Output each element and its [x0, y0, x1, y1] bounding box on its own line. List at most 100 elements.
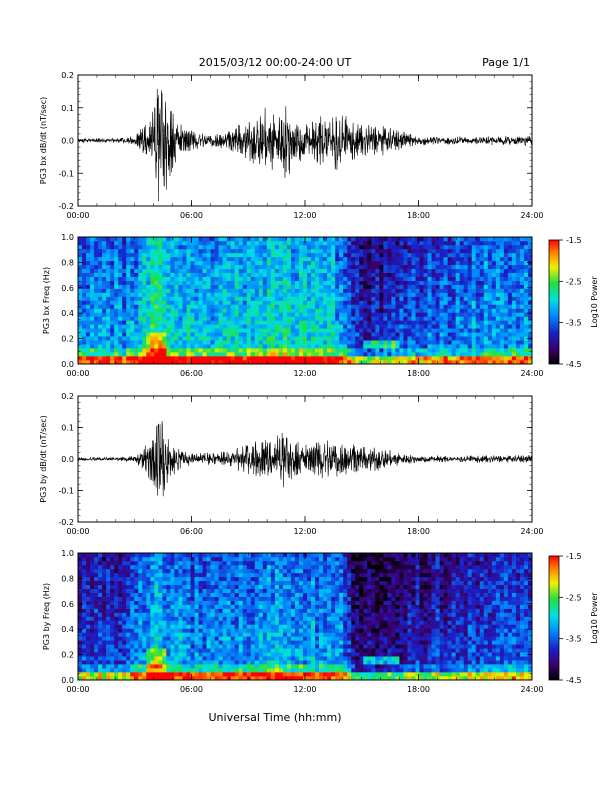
bx-spectrogram-cell	[448, 285, 452, 289]
by-spectrogram-cell	[126, 569, 130, 573]
bx-spectrogram-cell	[174, 308, 178, 312]
bx-spectrogram-cell	[174, 245, 178, 249]
bx-spectrogram-cell	[395, 269, 399, 273]
by-spectrogram-cell	[114, 617, 118, 621]
bx-spectrogram-cell	[411, 257, 415, 261]
bx-spectrogram-cell	[472, 304, 476, 308]
by-spectrogram-cell	[158, 609, 162, 613]
bx-spectrogram-cell	[327, 237, 331, 241]
by-spectrogram-cell	[126, 644, 130, 648]
bx-spectrogram-cell	[327, 245, 331, 249]
bx-spectrogram-cell	[424, 301, 428, 305]
bx-spectrogram-cell	[444, 241, 448, 245]
bx-spectrogram-cell	[448, 257, 452, 261]
by-spectrogram-cell	[130, 624, 134, 628]
bx-spectrogram-cell	[456, 285, 460, 289]
bx-spectrogram-cell	[215, 328, 219, 332]
bx-spectrogram-cell	[251, 320, 255, 324]
bx-spectrogram-cell	[428, 316, 432, 320]
bx-spectrogram-cell	[520, 344, 524, 348]
bx-spectrogram-cell	[347, 261, 351, 265]
bx-spectrogram-cell	[440, 245, 444, 249]
bx-spectrogram-cell	[399, 281, 403, 285]
bx-spectrogram-cell	[186, 277, 190, 281]
bx-spectrogram-cell	[207, 261, 211, 265]
bx-spectrogram-cell	[247, 308, 251, 312]
bx-spectrogram-cell	[520, 273, 524, 277]
bx-spectrogram-cell	[283, 257, 287, 261]
by-spectrogram-cell	[199, 672, 203, 676]
bx-spectrogram-cell	[355, 273, 359, 277]
bx-spectrogram-cell	[387, 336, 391, 340]
bx-spectrogram-cell	[379, 285, 383, 289]
bx-spectrogram-cell	[166, 332, 170, 336]
bx-spectrogram-cell	[440, 356, 444, 360]
bx-spectrogram-cell	[146, 253, 150, 257]
bx-spectrogram-cell	[150, 277, 154, 281]
bx-spectrogram-cell	[299, 316, 303, 320]
bx-spectrogram-cell	[199, 328, 203, 332]
bx-spectrogram-cell	[130, 336, 134, 340]
bx-spectrogram-cell	[138, 324, 142, 328]
bx-spectrogram-cell	[448, 304, 452, 308]
bx-spectrogram-cell	[126, 304, 130, 308]
bx-spectrogram-cell	[351, 301, 355, 305]
bx-spectrogram-cell	[231, 293, 235, 297]
bx-spectrogram-cell	[178, 356, 182, 360]
bx-spectrogram-cell	[283, 293, 287, 297]
bx-spectrogram-cell	[166, 253, 170, 257]
page-number: Page 1/1	[482, 56, 530, 69]
by-spectrogram-cell	[138, 593, 142, 597]
bx-spectrogram-cell	[424, 253, 428, 257]
bx-spectrogram-cell	[303, 312, 307, 316]
bx-spectrogram-cell	[223, 324, 227, 328]
bx-spectrogram-cell	[283, 328, 287, 332]
bx-spectrogram-cell	[359, 304, 363, 308]
bx-spectrogram-cell	[235, 324, 239, 328]
bx-spectrogram-cell	[295, 352, 299, 356]
bx-spectrogram-cell	[186, 269, 190, 273]
by-spectrogram-cell	[154, 668, 158, 672]
bx-spectrogram-cell	[98, 289, 102, 293]
bx-spectrogram-cell	[440, 289, 444, 293]
bx-spectrogram-cell	[512, 293, 516, 297]
bx-spectrogram-cell	[138, 316, 142, 320]
by-spectrogram-cell	[86, 613, 90, 617]
bx-spectrogram-cell	[271, 340, 275, 344]
bx-spectrogram-cell	[170, 249, 174, 253]
by-spectrogram-cell	[178, 628, 182, 632]
bx-spectrogram-cell	[195, 273, 199, 277]
bx-spectrogram-cell	[106, 312, 110, 316]
by-spectrogram-cell	[138, 632, 142, 636]
bx-spectrogram-cell	[102, 344, 106, 348]
by-spectrogram-cell	[118, 581, 122, 585]
bx-spectrogram-cell	[279, 316, 283, 320]
by-spectrogram-cell	[106, 672, 110, 676]
bx-spectrogram-cell	[291, 269, 295, 273]
bx-spectrogram-cell	[407, 245, 411, 249]
bx-spectrogram-cell	[110, 320, 114, 324]
bx-spectrogram-cell	[203, 257, 207, 261]
bx-spectrogram-cell	[191, 249, 195, 253]
bx-spectrogram-cell	[452, 241, 456, 245]
bx-spectrogram-cell	[399, 277, 403, 281]
by-spectrogram-cell	[199, 636, 203, 640]
bx-spectrogram-cell	[295, 253, 299, 257]
bx-spectrogram-cell	[178, 257, 182, 261]
by-spectrogram-cell	[82, 565, 86, 569]
bx-spectrogram-cell	[102, 352, 106, 356]
bx-spectrogram-cell	[223, 265, 227, 269]
bx-spectrogram-cell	[287, 328, 291, 332]
bx-spectrogram-cell	[387, 285, 391, 289]
bx-spectrogram-cell	[82, 352, 86, 356]
by-spectrogram-cell	[154, 589, 158, 593]
bx-spectrogram-cell	[130, 285, 134, 289]
bx-spectrogram-cell	[118, 293, 122, 297]
bx-spectrogram-cell	[403, 265, 407, 269]
by-spectrogram-cell	[82, 620, 86, 624]
bx-spectrogram-cell	[452, 245, 456, 249]
bx-spectrogram-cell	[420, 277, 424, 281]
bx-spectrogram-cell	[287, 289, 291, 293]
bx-spectrogram-cell	[516, 308, 520, 312]
bx-spectrogram-cell	[231, 344, 235, 348]
